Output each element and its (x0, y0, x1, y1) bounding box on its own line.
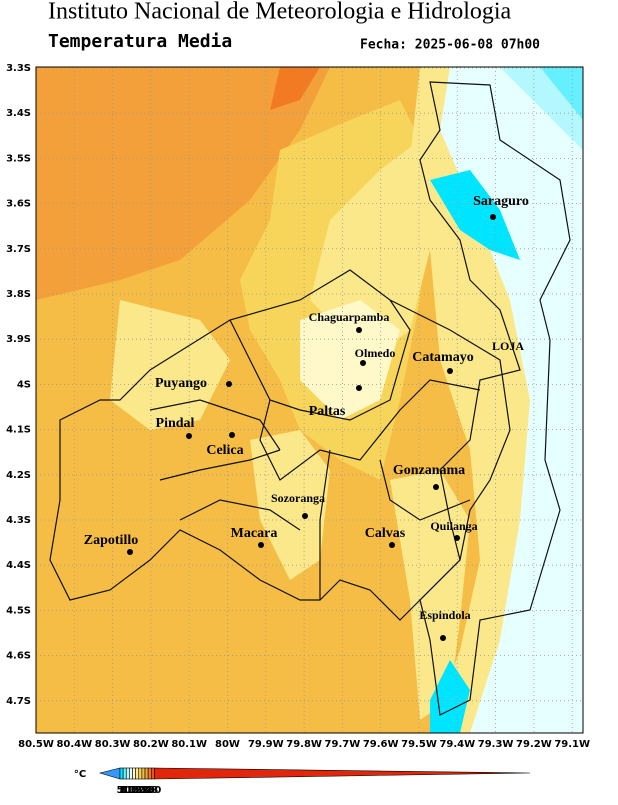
y-label: 4S (17, 379, 31, 390)
places: Saraguro LOJA Chaguarpamba Olmedo Catamayo Pu… (84, 194, 529, 641)
legend-label: 24 (138, 785, 152, 796)
legend-box (125, 767, 130, 780)
place-dot (389, 542, 395, 548)
legend-label: 26 (141, 785, 155, 796)
y-label: 4.5S (6, 605, 31, 616)
place-dot (226, 381, 232, 387)
y-label: 3.4S (6, 108, 31, 119)
x-label: 79.4W (439, 739, 475, 750)
x-label: 79.1W (554, 739, 590, 750)
legend-label: 18 (129, 785, 143, 796)
y-label: 4.1S (6, 425, 31, 436)
place-dot (360, 360, 366, 366)
place-label: Olmedo (355, 346, 396, 360)
x-label: 80.1W (171, 739, 207, 750)
legend-unit: °C (74, 769, 86, 780)
map-field (36, 67, 583, 733)
place-label: Macara (231, 526, 278, 541)
place-label: Puyango (155, 376, 207, 391)
x-label: 80.4W (56, 739, 92, 750)
place-label: Saraguro (473, 194, 529, 209)
legend-label: 30 (147, 785, 161, 796)
y-label: 4.6S (6, 651, 31, 662)
place-label: Espindola (419, 608, 470, 622)
x-label: 80.2W (133, 739, 169, 750)
x-label: 80W (215, 739, 240, 750)
legend-label: 13 (122, 785, 136, 796)
legend-box (147, 767, 152, 780)
legend-label: 22 (135, 785, 149, 796)
legend-box (141, 767, 146, 780)
place-dot (433, 484, 439, 490)
legend-box (138, 767, 143, 780)
y-label: 4.7S (6, 696, 31, 707)
legend-box (122, 767, 127, 780)
y-label: 4.4S (6, 560, 31, 571)
place-dot (490, 214, 496, 220)
legend-label: 8 (120, 785, 127, 796)
place-dot (302, 513, 308, 519)
date: Fecha: 2025-06-08 07h00 (360, 38, 540, 53)
place-dot (356, 327, 362, 333)
place-label: Quilanga (430, 519, 477, 533)
x-label: 80.5W (18, 739, 54, 750)
place-dot (258, 542, 264, 548)
place-dot (356, 385, 362, 391)
legend-box (132, 767, 136, 780)
y-label: 4.2S (6, 470, 31, 481)
y-label: 3.3S (6, 63, 31, 74)
legend-arrow (98, 767, 121, 780)
borders (49, 81, 571, 716)
place-label: Zapotillo (84, 533, 138, 548)
x-label: 79.6W (363, 739, 399, 750)
x-label: 79.8W (286, 739, 322, 750)
legend-box (129, 767, 133, 780)
title: Instituto Nacional de Meteorologia e Hid… (48, 0, 512, 25)
y-label: 3.8S (6, 289, 31, 300)
place-label: Calvas (365, 526, 406, 541)
y-label: 3.9S (6, 334, 31, 345)
place-dot (127, 549, 133, 555)
x-label: 79.2W (516, 739, 552, 750)
legend-label: 28 (144, 785, 158, 796)
place-label: Celica (206, 443, 243, 458)
y-label: 3.5S (6, 153, 31, 164)
place-label: Chaguarpamba (309, 310, 390, 324)
legend-box (150, 767, 155, 780)
y-label: 4.3S (6, 515, 31, 526)
place-label: Sozoranga (271, 491, 325, 505)
legend-box (144, 767, 149, 780)
place-dot (454, 535, 460, 541)
place-label: Paltas (309, 404, 346, 419)
axis-labels: 3.3S 3.4S 3.5S 3.6S 3.7S 3.8S 3.9S 4S 4.1S 4.2S 4.… (6, 63, 590, 750)
map-frame (35, 66, 584, 734)
x-label: 79.9W (248, 739, 284, 750)
place-label: LOJA (492, 339, 524, 353)
place-label: Pindal (156, 416, 195, 431)
legend-box (135, 767, 140, 780)
x-label: 79.3W (478, 739, 514, 750)
y-label: 3.7S (6, 244, 31, 255)
y-label: 3.6S (6, 199, 31, 210)
x-label: 79.7W (325, 739, 361, 750)
legend-label: 15 (126, 785, 140, 796)
legend-label: 5 (117, 785, 124, 796)
place-dot (440, 635, 446, 641)
legend-arrow (154, 767, 531, 780)
place-dot (447, 368, 453, 374)
legend-label: 11 (119, 785, 133, 796)
legend-label: 20 (132, 785, 146, 796)
x-label: 80.3W (95, 739, 131, 750)
place-label: Gonzanama (393, 463, 465, 478)
subtitle: Temperatura Media (48, 31, 232, 52)
place-dot (186, 433, 192, 439)
place-dot (229, 432, 235, 438)
x-label: 79.5W (401, 739, 437, 750)
legend-box (119, 767, 124, 780)
place-label: Catamayo (412, 350, 473, 365)
